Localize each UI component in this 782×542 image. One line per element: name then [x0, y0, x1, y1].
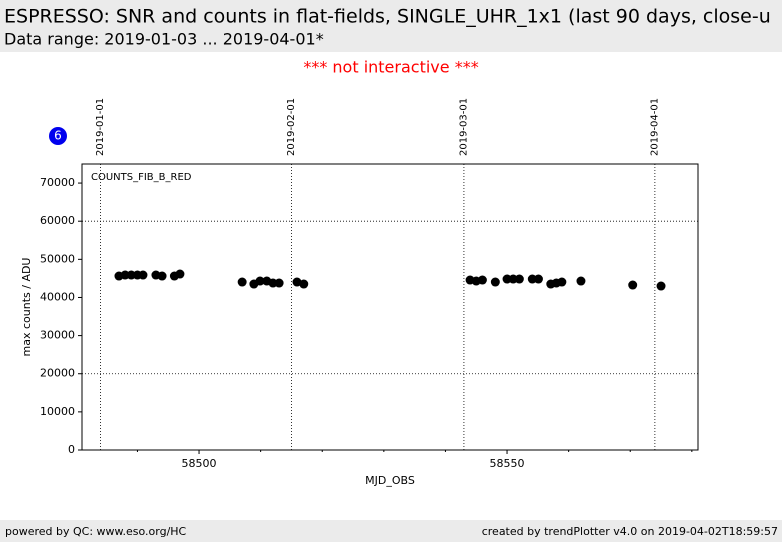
header-band: [0, 0, 782, 52]
point: [628, 280, 638, 290]
date-label: 2019-02-01: [286, 98, 297, 156]
point: [533, 274, 543, 284]
y-tick-label: 60000: [40, 214, 75, 227]
x-tick-label: 58550: [490, 457, 525, 470]
footer-left: powered by QC: www.eso.org/HC: [5, 525, 187, 538]
y-tick-label: 20000: [40, 367, 75, 380]
y-tick-label: 0: [68, 443, 75, 456]
y-tick-label: 50000: [40, 252, 75, 265]
badge-circle: [49, 127, 67, 145]
y-tick-label: 30000: [40, 329, 75, 342]
y-tick-label: 70000: [40, 176, 75, 189]
point: [138, 270, 148, 280]
point: [157, 271, 167, 281]
point: [656, 281, 666, 291]
point: [175, 269, 185, 279]
y-tick-label: 10000: [40, 405, 75, 418]
annotation: COUNTS_FIB_B_RED: [91, 172, 192, 183]
point: [274, 278, 284, 288]
plot-frame: [81, 163, 699, 451]
point: [557, 277, 567, 287]
subtitle: Data range: 2019-01-03 ... 2019-04-01*: [4, 30, 324, 49]
date-label: 2019-01-01: [95, 98, 106, 156]
y-label: max counts / ADU: [20, 258, 33, 357]
title: ESPRESSO: SNR and counts in flat-fields,…: [4, 6, 771, 28]
date-label: 2019-04-01: [649, 98, 660, 156]
footer-band: [0, 520, 782, 542]
point: [126, 270, 136, 280]
point: [502, 274, 512, 284]
point: [120, 270, 130, 280]
notice: *** not interactive ***: [303, 58, 478, 77]
x-tick-label: 58500: [182, 457, 217, 470]
date-label: 2019-03-01: [458, 98, 469, 156]
point: [527, 274, 537, 284]
point: [292, 277, 302, 287]
point: [299, 279, 309, 289]
y-tick-label: 40000: [40, 290, 75, 303]
x-label: MJD_OBS: [365, 474, 415, 487]
point: [490, 277, 500, 287]
point: [477, 275, 487, 285]
footer-right: created by trendPlotter v4.0 on 2019-04-…: [482, 525, 778, 538]
badge: 6: [54, 129, 62, 143]
point: [576, 276, 586, 286]
point: [508, 274, 518, 284]
point: [514, 274, 524, 284]
point: [255, 276, 265, 286]
point: [268, 278, 278, 288]
point: [237, 277, 247, 287]
